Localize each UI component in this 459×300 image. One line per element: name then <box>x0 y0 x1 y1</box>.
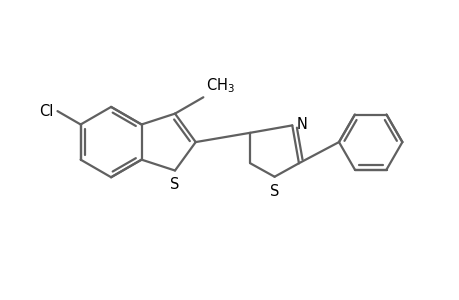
Text: N: N <box>296 117 307 132</box>
Text: S: S <box>269 184 279 199</box>
Text: S: S <box>170 178 179 193</box>
Text: CH$_3$: CH$_3$ <box>206 76 235 95</box>
Text: Cl: Cl <box>39 103 53 118</box>
